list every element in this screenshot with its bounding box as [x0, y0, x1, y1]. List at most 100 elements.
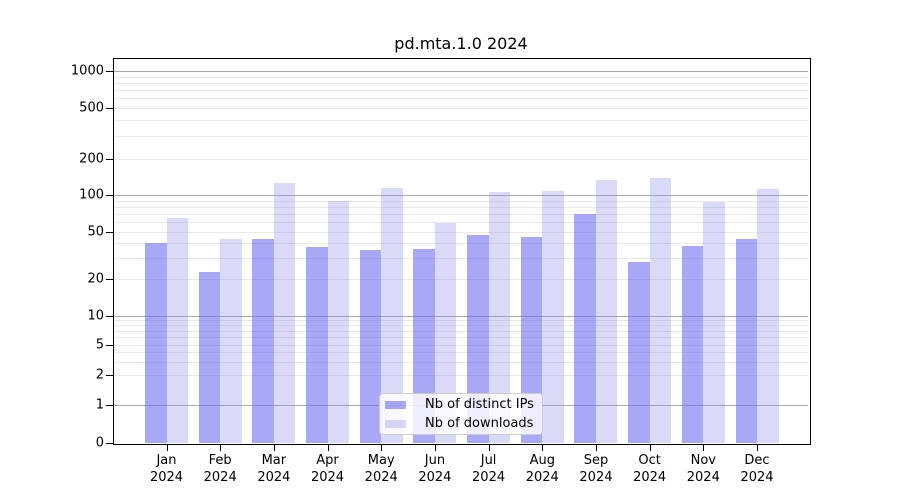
chart-title: pd.mta.1.0 2024	[394, 34, 528, 53]
y-tick-label: 0	[95, 435, 104, 451]
x-tick-mark	[757, 444, 758, 451]
x-tick-label: Oct 2024	[633, 453, 667, 485]
x-tick-label: Feb 2024	[203, 453, 237, 485]
x-tick-label: Jan 2024	[149, 453, 184, 485]
x-tick-label: Aug 2024	[525, 453, 559, 485]
minor-gridline	[114, 243, 808, 245]
legend-swatch-distinct-ips	[385, 400, 406, 409]
major-gridline	[114, 71, 808, 72]
minor-gridline	[114, 325, 808, 327]
minor-gridline	[114, 76, 808, 78]
minor-gridline	[114, 200, 808, 202]
x-tick-label: Apr 2024	[310, 453, 345, 485]
x-tick-label: Nov 2024	[686, 453, 720, 485]
minor-gridline	[114, 108, 808, 109]
bar-downloads	[381, 188, 403, 443]
bar-distinct-ips	[628, 261, 650, 443]
minor-gridline	[114, 232, 808, 233]
minor-gridline	[114, 330, 808, 332]
y-tick-mark	[106, 279, 113, 280]
bar-distinct-ips	[252, 238, 274, 443]
bar-distinct-ips	[306, 247, 328, 443]
x-tick-mark	[273, 444, 275, 451]
bar-distinct-ips	[735, 238, 757, 443]
y-tick-label: 100	[79, 187, 104, 203]
bar-downloads	[488, 191, 511, 443]
y-tick-mark	[106, 159, 113, 160]
bar-downloads	[220, 238, 242, 443]
bar-distinct-ips	[145, 243, 167, 443]
major-gridline	[114, 195, 808, 196]
major-gridline	[114, 316, 808, 317]
y-tick-mark	[106, 316, 113, 317]
y-tick-mark	[106, 443, 113, 444]
x-tick-mark	[488, 444, 490, 451]
x-tick-mark	[649, 444, 651, 451]
y-tick-label: 1	[95, 397, 104, 413]
x-tick-mark	[220, 444, 222, 451]
minor-gridline	[114, 136, 808, 138]
x-tick-mark	[595, 444, 597, 451]
minor-gridline	[114, 214, 808, 216]
x-tick-mark	[542, 444, 544, 451]
legend-label-distinct-ips: Nb of distinct IPs	[425, 397, 534, 412]
y-tick-label: 200	[79, 151, 104, 167]
y-tick-mark	[106, 375, 113, 376]
bar-downloads	[273, 183, 296, 443]
minor-gridline	[114, 159, 808, 160]
legend-label-downloads: Nb of downloads	[425, 416, 534, 431]
y-tick-label: 50	[87, 224, 104, 240]
y-tick-mark	[106, 71, 113, 72]
x-tick-mark	[166, 444, 168, 451]
bar-downloads	[595, 179, 618, 443]
minor-gridline	[114, 320, 808, 322]
bar-downloads	[327, 200, 350, 443]
y-tick-mark	[106, 108, 113, 109]
y-tick-mark	[106, 195, 113, 196]
x-tick-label: Jul 2024	[472, 453, 506, 485]
bar-downloads	[166, 217, 188, 443]
x-tick-mark	[703, 444, 705, 451]
minor-gridline	[114, 82, 808, 84]
bar-distinct-ips	[198, 271, 221, 443]
minor-gridline	[114, 120, 808, 122]
bar-downloads	[703, 202, 725, 443]
bar-distinct-ips	[574, 214, 596, 443]
x-tick-label: Dec 2024	[740, 453, 774, 485]
x-tick-mark	[381, 444, 383, 451]
x-tick-label: May 2024	[364, 453, 398, 485]
minor-gridline	[114, 352, 808, 354]
y-tick-label: 2	[95, 367, 104, 383]
bar-downloads	[542, 191, 564, 443]
bar-distinct-ips	[467, 235, 489, 443]
minor-gridline	[114, 279, 808, 280]
minor-gridline	[114, 375, 808, 376]
x-tick-label: Jun 2024	[418, 453, 452, 485]
minor-gridline	[114, 222, 808, 224]
bar-distinct-ips	[359, 250, 382, 443]
y-tick-mark	[106, 405, 113, 406]
minor-gridline	[114, 258, 808, 260]
bar-downloads	[757, 189, 779, 443]
y-tick-label: 10	[87, 308, 104, 324]
y-tick-label: 20	[87, 271, 104, 287]
minor-gridline	[114, 90, 808, 92]
bar-distinct-ips	[681, 246, 704, 443]
bar-downloads	[649, 177, 672, 443]
legend-item-downloads: Nb of downloads	[380, 414, 542, 433]
legend: Nb of distinct IPs Nb of downloads	[379, 393, 543, 435]
x-tick-mark	[434, 444, 436, 451]
y-tick-mark	[106, 345, 113, 346]
legend-swatch-downloads	[385, 419, 406, 428]
x-tick-label: Sep 2024	[579, 453, 613, 485]
x-tick-label: Mar 2024	[257, 453, 291, 485]
bar-distinct-ips	[520, 237, 543, 443]
minor-gridline	[114, 337, 808, 339]
y-tick-label: 5	[95, 337, 104, 353]
y-tick-label: 1000	[70, 63, 104, 79]
minor-gridline	[114, 98, 808, 100]
x-tick-mark	[327, 444, 329, 451]
minor-gridline	[114, 361, 808, 363]
y-tick-label: 500	[79, 100, 104, 116]
